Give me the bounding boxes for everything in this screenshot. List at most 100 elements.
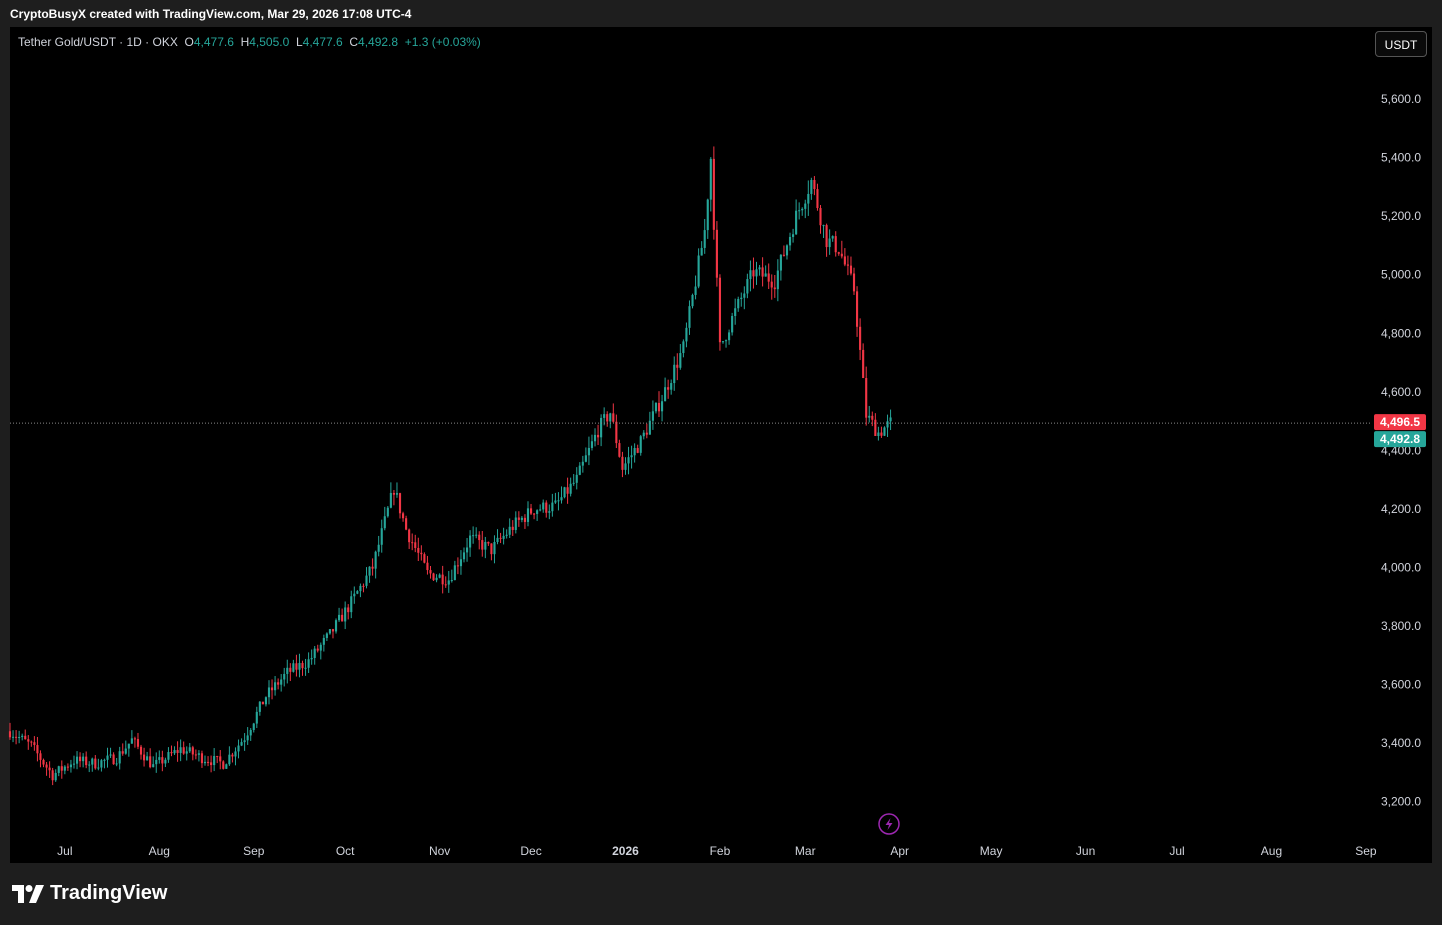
candle-body [859,326,862,350]
candle-body [597,434,600,438]
y-tick-label: 4,600.0 [1381,385,1421,399]
candle-body [852,273,856,292]
candle-body [344,607,347,622]
candle-body [688,306,691,328]
candle-body [721,341,725,343]
symbol-name[interactable]: Tether Gold/USDT · 1D · OKX [18,35,178,49]
candle-body [426,562,429,571]
currency-button[interactable]: USDT [1375,31,1427,57]
candle-body [581,461,584,466]
candle-body [734,308,737,317]
candle-body [645,432,648,435]
candle-body [188,747,191,752]
candle-body [328,629,331,634]
flash-icon[interactable] [878,813,900,835]
candle-body [660,401,664,412]
candle-body [292,663,295,672]
price-axis: 5,600.0 5,400.0 5,200.0 5,000.0 4,800.0 4,600… [1381,92,1421,808]
candle-body [8,731,12,738]
candle-body [822,225,825,227]
candle-body [231,754,234,757]
candle-body [792,234,795,237]
candle-body [237,745,240,752]
candle-body [331,629,335,632]
candle-body [554,500,557,503]
open-value: 4,477.6 [193,35,234,49]
x-tick-label: Dec [520,844,541,858]
candle-body [213,756,216,766]
high-value: 4,505.0 [249,35,290,49]
low-value: 4,477.6 [302,35,343,49]
candle-body [33,742,36,746]
candle-body [837,252,840,254]
x-tick-label: 2026 [612,844,639,858]
candle-body [88,764,91,766]
candle-body [161,757,164,764]
candle-body [877,432,880,436]
candle-body [307,659,310,668]
candle-body [584,455,587,462]
candle-body [106,755,109,760]
candle-body [508,526,511,535]
candle-body [642,432,645,437]
candle-body [182,747,185,754]
y-tick-label: 3,800.0 [1381,619,1421,633]
candle-body [788,236,792,246]
candle-body [261,701,264,705]
candle-body [301,662,304,669]
x-tick-label: Apr [890,844,909,858]
candle-body [773,287,776,290]
candle-body [572,482,575,484]
candle-body [149,756,152,768]
candle-body [423,554,426,563]
candle-body [499,537,502,539]
candle-body [298,662,301,670]
x-tick-label: Sep [1355,844,1377,858]
candle-body [505,534,508,536]
x-tick-label: Oct [336,844,355,858]
time-axis: Jul Aug Sep Oct Nov Dec 2026 Feb Mar Apr May Jun Jul… [57,844,1377,858]
x-tick-label: Mar [795,844,816,858]
candle-body [27,739,30,742]
candle-body [270,687,274,691]
candle-body [295,663,298,670]
candles-group [8,146,892,786]
candle-body [548,511,551,513]
candle-body [691,294,694,307]
candle-body [353,593,356,597]
y-tick-label: 3,200.0 [1381,794,1421,808]
candle-body [170,752,173,754]
candle-body [322,637,325,645]
candle-body [36,745,39,754]
candle-body [465,547,469,553]
chart-pane[interactable] [10,27,1432,863]
candle-body [392,492,395,495]
candle-body [456,565,459,567]
candle-body [420,552,423,555]
candle-body [825,225,828,248]
candle-body [630,455,633,458]
candle-body [545,502,548,513]
candle-body [724,340,728,342]
candle-body [143,754,146,761]
candle-body [767,273,770,282]
candle-body [136,739,140,747]
candle-body [612,413,615,422]
candle-body [670,383,673,390]
y-tick-label: 5,400.0 [1381,151,1421,165]
candle-body [219,756,222,762]
tradingview-logo[interactable]: TradingView [12,882,167,905]
candle-body [740,297,743,300]
candle-body [514,517,517,530]
candle-body [91,758,94,765]
candle-body [636,448,639,453]
candle-body [48,767,51,771]
candle-body [118,751,121,764]
candle-body [365,575,368,586]
candle-body [472,535,475,537]
candle-body [603,414,606,418]
candle-body [408,529,411,543]
candle-body [657,402,661,412]
candle-body [447,580,450,585]
